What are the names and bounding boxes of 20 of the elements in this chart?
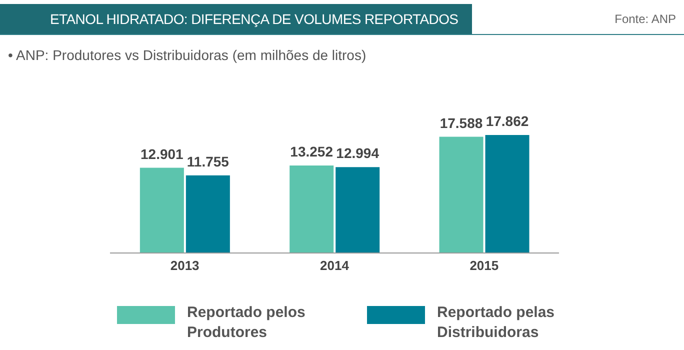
bar xyxy=(186,175,230,253)
legend-label: Reportado pelas Distribuidoras xyxy=(437,303,556,343)
data-label: 17.862 xyxy=(486,113,529,129)
data-label: 12.994 xyxy=(336,145,380,162)
source-note: Fonte: ANP xyxy=(614,12,676,26)
x-tick-label: 2015 xyxy=(470,258,499,274)
bar xyxy=(290,165,334,253)
bar xyxy=(439,136,484,253)
chart-title: ETANOL HIDRATADO: DIFERENÇA DE VOLUMES REPORTADOS xyxy=(0,4,472,34)
data-label: 17.588 xyxy=(440,114,483,131)
x-tick-label: 2014 xyxy=(320,258,350,274)
bar xyxy=(485,135,530,253)
data-label: 13.252 xyxy=(290,143,334,160)
chart-subtitle: • ANP: Produtores vs Distribuidoras (em milhões de litros) xyxy=(8,47,366,63)
data-label: 12.901 xyxy=(140,146,184,162)
bar xyxy=(140,168,184,253)
legend-label: Reportado pelos Produtores xyxy=(187,303,306,343)
bar xyxy=(336,167,380,253)
x-tick-label: 2013 xyxy=(170,258,200,274)
data-label: 11.755 xyxy=(186,153,230,170)
